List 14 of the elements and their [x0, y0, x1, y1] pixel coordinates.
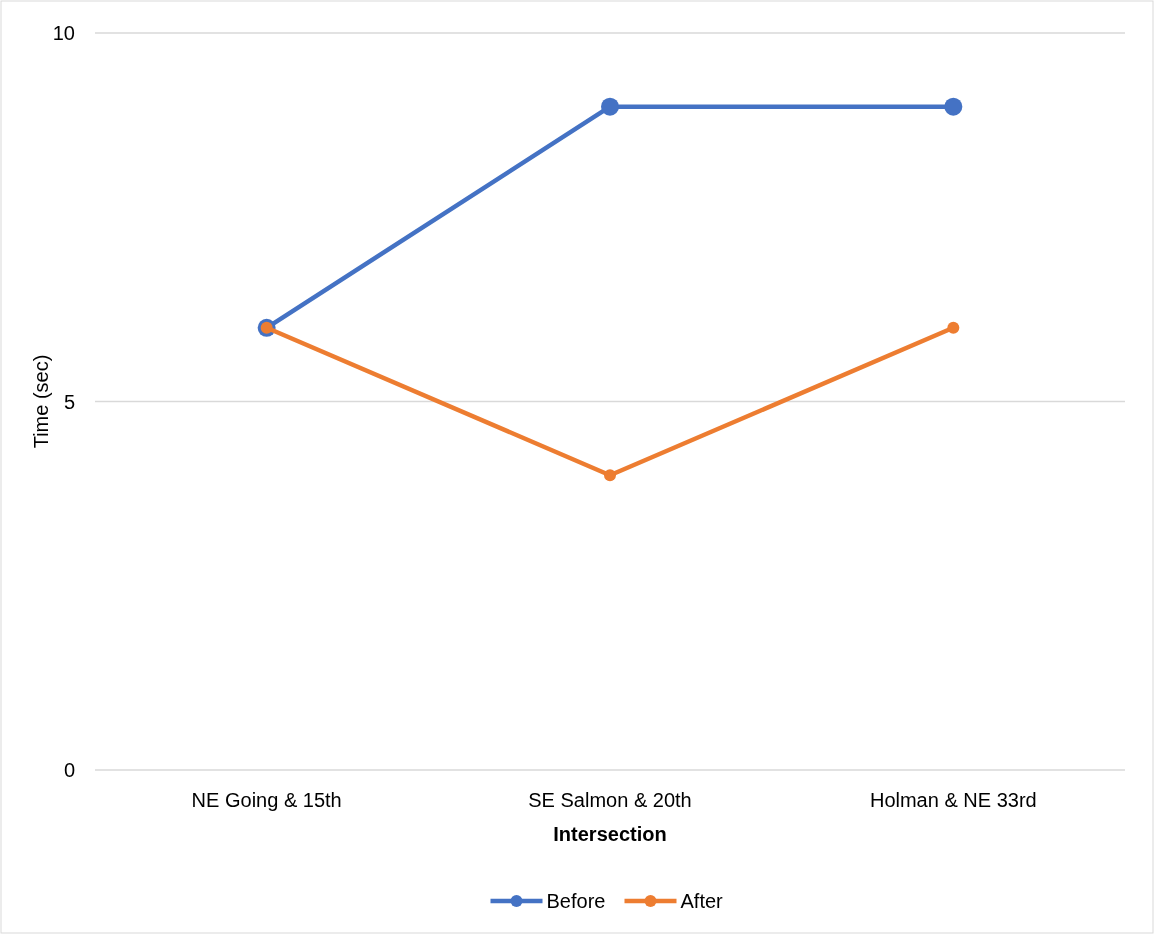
point	[601, 97, 619, 116]
y-tick-label: 10	[52, 22, 75, 44]
x-tick-label: Holman & NE 33rd	[869, 789, 1037, 811]
point	[947, 321, 960, 334]
point	[604, 469, 616, 482]
x-tick-label: NE Going & 15th	[191, 789, 342, 811]
x-axis-title: Intersection	[553, 823, 667, 845]
legend-label: After	[680, 890, 724, 912]
point	[944, 97, 963, 116]
y-tick-label: 0	[63, 759, 75, 781]
y-axis-title: Time (sec)	[30, 354, 52, 449]
x-tick-label: SE Salmon & 20th	[528, 789, 692, 811]
legend-label: Before	[546, 890, 606, 912]
y-tick-label: 5	[63, 390, 75, 413]
